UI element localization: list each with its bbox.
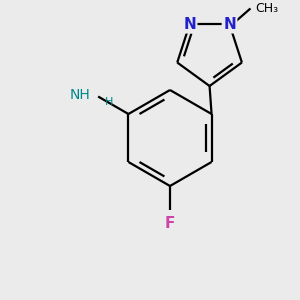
Text: N: N <box>223 17 236 32</box>
Text: NH: NH <box>69 88 90 101</box>
Text: CH₃: CH₃ <box>256 2 279 15</box>
Text: N: N <box>183 17 196 32</box>
Text: H: H <box>105 97 113 106</box>
Text: F: F <box>165 216 175 231</box>
